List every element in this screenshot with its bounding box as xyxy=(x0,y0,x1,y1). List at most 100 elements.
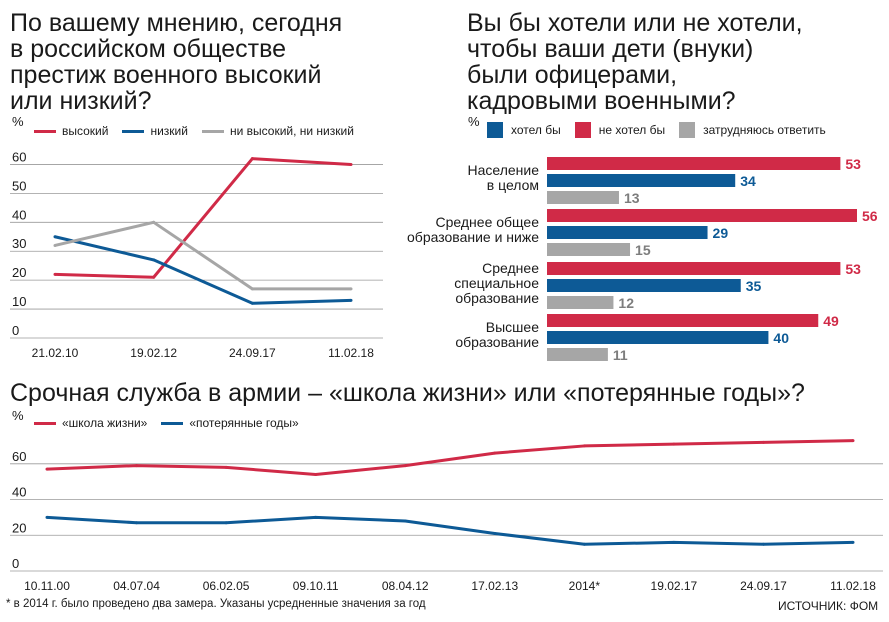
footnote: * в 2014 г. было проведено два замера. У… xyxy=(6,598,426,610)
legend-label: низкий xyxy=(150,124,188,138)
x-tick-label: 21.02.10 xyxy=(32,346,79,360)
legend-label: высокий xyxy=(62,124,109,138)
bar-value-label: 12 xyxy=(618,295,634,311)
data-point xyxy=(493,451,497,455)
bar-blue xyxy=(547,279,741,292)
data-point xyxy=(314,473,318,477)
bar-value-label: 40 xyxy=(773,330,789,346)
chart1-title-line: в российском обществе xyxy=(10,35,286,63)
bar-value-label: 11 xyxy=(613,347,628,363)
legend-swatch-red xyxy=(34,421,56,425)
legend-swatch-gray xyxy=(679,122,696,138)
legend-swatch-blue xyxy=(122,129,145,133)
category-label-line: образование xyxy=(455,289,539,306)
bar-blue xyxy=(547,174,736,187)
x-tick-label: 19.02.12 xyxy=(130,346,177,360)
x-tick-label: 11.02.18 xyxy=(328,346,374,360)
data-point xyxy=(314,515,318,519)
y-tick-label: 0 xyxy=(12,323,19,338)
legend-label: не хотел бы xyxy=(598,123,666,137)
data-point xyxy=(349,162,353,166)
data-point xyxy=(135,464,139,468)
x-tick-label: 24.09.17 xyxy=(740,579,787,593)
y-tick-label: 10 xyxy=(12,294,26,309)
legend-label: затрудняюсь ответить xyxy=(703,123,826,137)
category-label: Среднее специальное образование xyxy=(454,259,539,306)
bar-value-label: 29 xyxy=(713,225,729,241)
bar-value-label: 15 xyxy=(635,242,651,258)
category-label: Среднее общее образование и ниже xyxy=(407,215,539,245)
data-point xyxy=(349,298,353,302)
legend-label: «потерянные годы» xyxy=(189,416,299,430)
chart3-unit: % xyxy=(12,408,24,423)
series-line-blue xyxy=(46,515,854,546)
bar-gray xyxy=(547,243,631,256)
chart3-title-line: Срочная служба в армии – «школа жизни» и… xyxy=(10,379,805,407)
series-line-red xyxy=(46,439,854,477)
x-tick-label: 06.02.05 xyxy=(203,579,250,593)
x-tick-label: 04.07.04 xyxy=(113,579,160,593)
data-point xyxy=(152,258,156,262)
chart1-title-line: или низкий? xyxy=(10,87,152,115)
bar-value-label: 56 xyxy=(862,208,878,224)
category-label-line: образование и ниже xyxy=(407,229,539,245)
data-point xyxy=(45,467,49,471)
chart2-title: Вы бы хотели или не хотели, чтобы ваши д… xyxy=(467,10,803,114)
data-point xyxy=(53,235,57,239)
bar-value-label: 34 xyxy=(740,173,756,189)
data-point xyxy=(403,519,407,523)
legend-label: «школа жизни» xyxy=(62,416,148,430)
chart2-unit: % xyxy=(468,114,480,129)
bar-blue xyxy=(547,331,769,344)
bar-gray xyxy=(547,348,608,361)
legend-swatch-red xyxy=(34,129,56,133)
x-tick-label: 24.09.17 xyxy=(229,346,276,360)
data-point xyxy=(582,444,586,448)
y-tick-label: 30 xyxy=(12,236,26,251)
chart2-title-line: чтобы ваши дети (внуки) xyxy=(467,35,754,63)
y-tick-label: 60 xyxy=(12,449,26,464)
bar-red xyxy=(547,157,841,170)
data-point xyxy=(250,157,254,161)
bar-gray xyxy=(547,296,614,309)
legend-swatch-blue xyxy=(161,421,184,425)
legend-swatch-blue xyxy=(487,122,503,138)
legend-item: «школа жизни» xyxy=(34,416,147,430)
bar-value-label: 53 xyxy=(845,261,861,277)
y-tick-label: 40 xyxy=(12,207,26,222)
legend-item: «потерянные годы» xyxy=(161,416,299,430)
data-point xyxy=(250,301,254,305)
chart1-title-line: По вашему мнению, сегодня xyxy=(10,9,343,37)
data-point xyxy=(672,442,676,446)
x-tick-label: 08.04.12 xyxy=(382,579,429,593)
data-point xyxy=(349,287,353,291)
series-line-gray xyxy=(54,220,351,291)
data-point xyxy=(582,542,586,546)
y-tick-label: 20 xyxy=(12,265,26,280)
chart2-title-line: кадровыми военными? xyxy=(467,87,736,115)
chart1-title-line: престиж военного высокий xyxy=(10,61,322,89)
bar-blue xyxy=(547,226,708,239)
chart1-unit: % xyxy=(12,114,24,129)
x-tick-label: 17.02.13 xyxy=(471,579,518,593)
bar-red xyxy=(547,314,819,327)
y-tick-label: 0 xyxy=(12,556,19,571)
category-label-line: Среднее xyxy=(482,259,539,276)
legend-item: высокий xyxy=(34,124,108,138)
category-label-line: Население xyxy=(467,162,539,178)
x-tick-label: 10.11.00 xyxy=(24,579,70,593)
chart2-legend: хотел бы не хотел бы затрудняюсь ответит… xyxy=(487,122,840,138)
chart2-title-line: были офицерами, xyxy=(467,61,678,89)
data-point xyxy=(152,275,156,279)
bar-red xyxy=(547,262,841,275)
data-point xyxy=(403,464,407,468)
x-tick-label: 11.02.18 xyxy=(830,579,876,593)
source: ИСТОЧНИК: ФОМ xyxy=(778,599,879,613)
data-point xyxy=(53,243,57,247)
legend-swatch-gray xyxy=(201,129,224,133)
category-label: Население в целом xyxy=(467,163,539,193)
data-point xyxy=(851,540,855,544)
data-point xyxy=(851,439,855,443)
